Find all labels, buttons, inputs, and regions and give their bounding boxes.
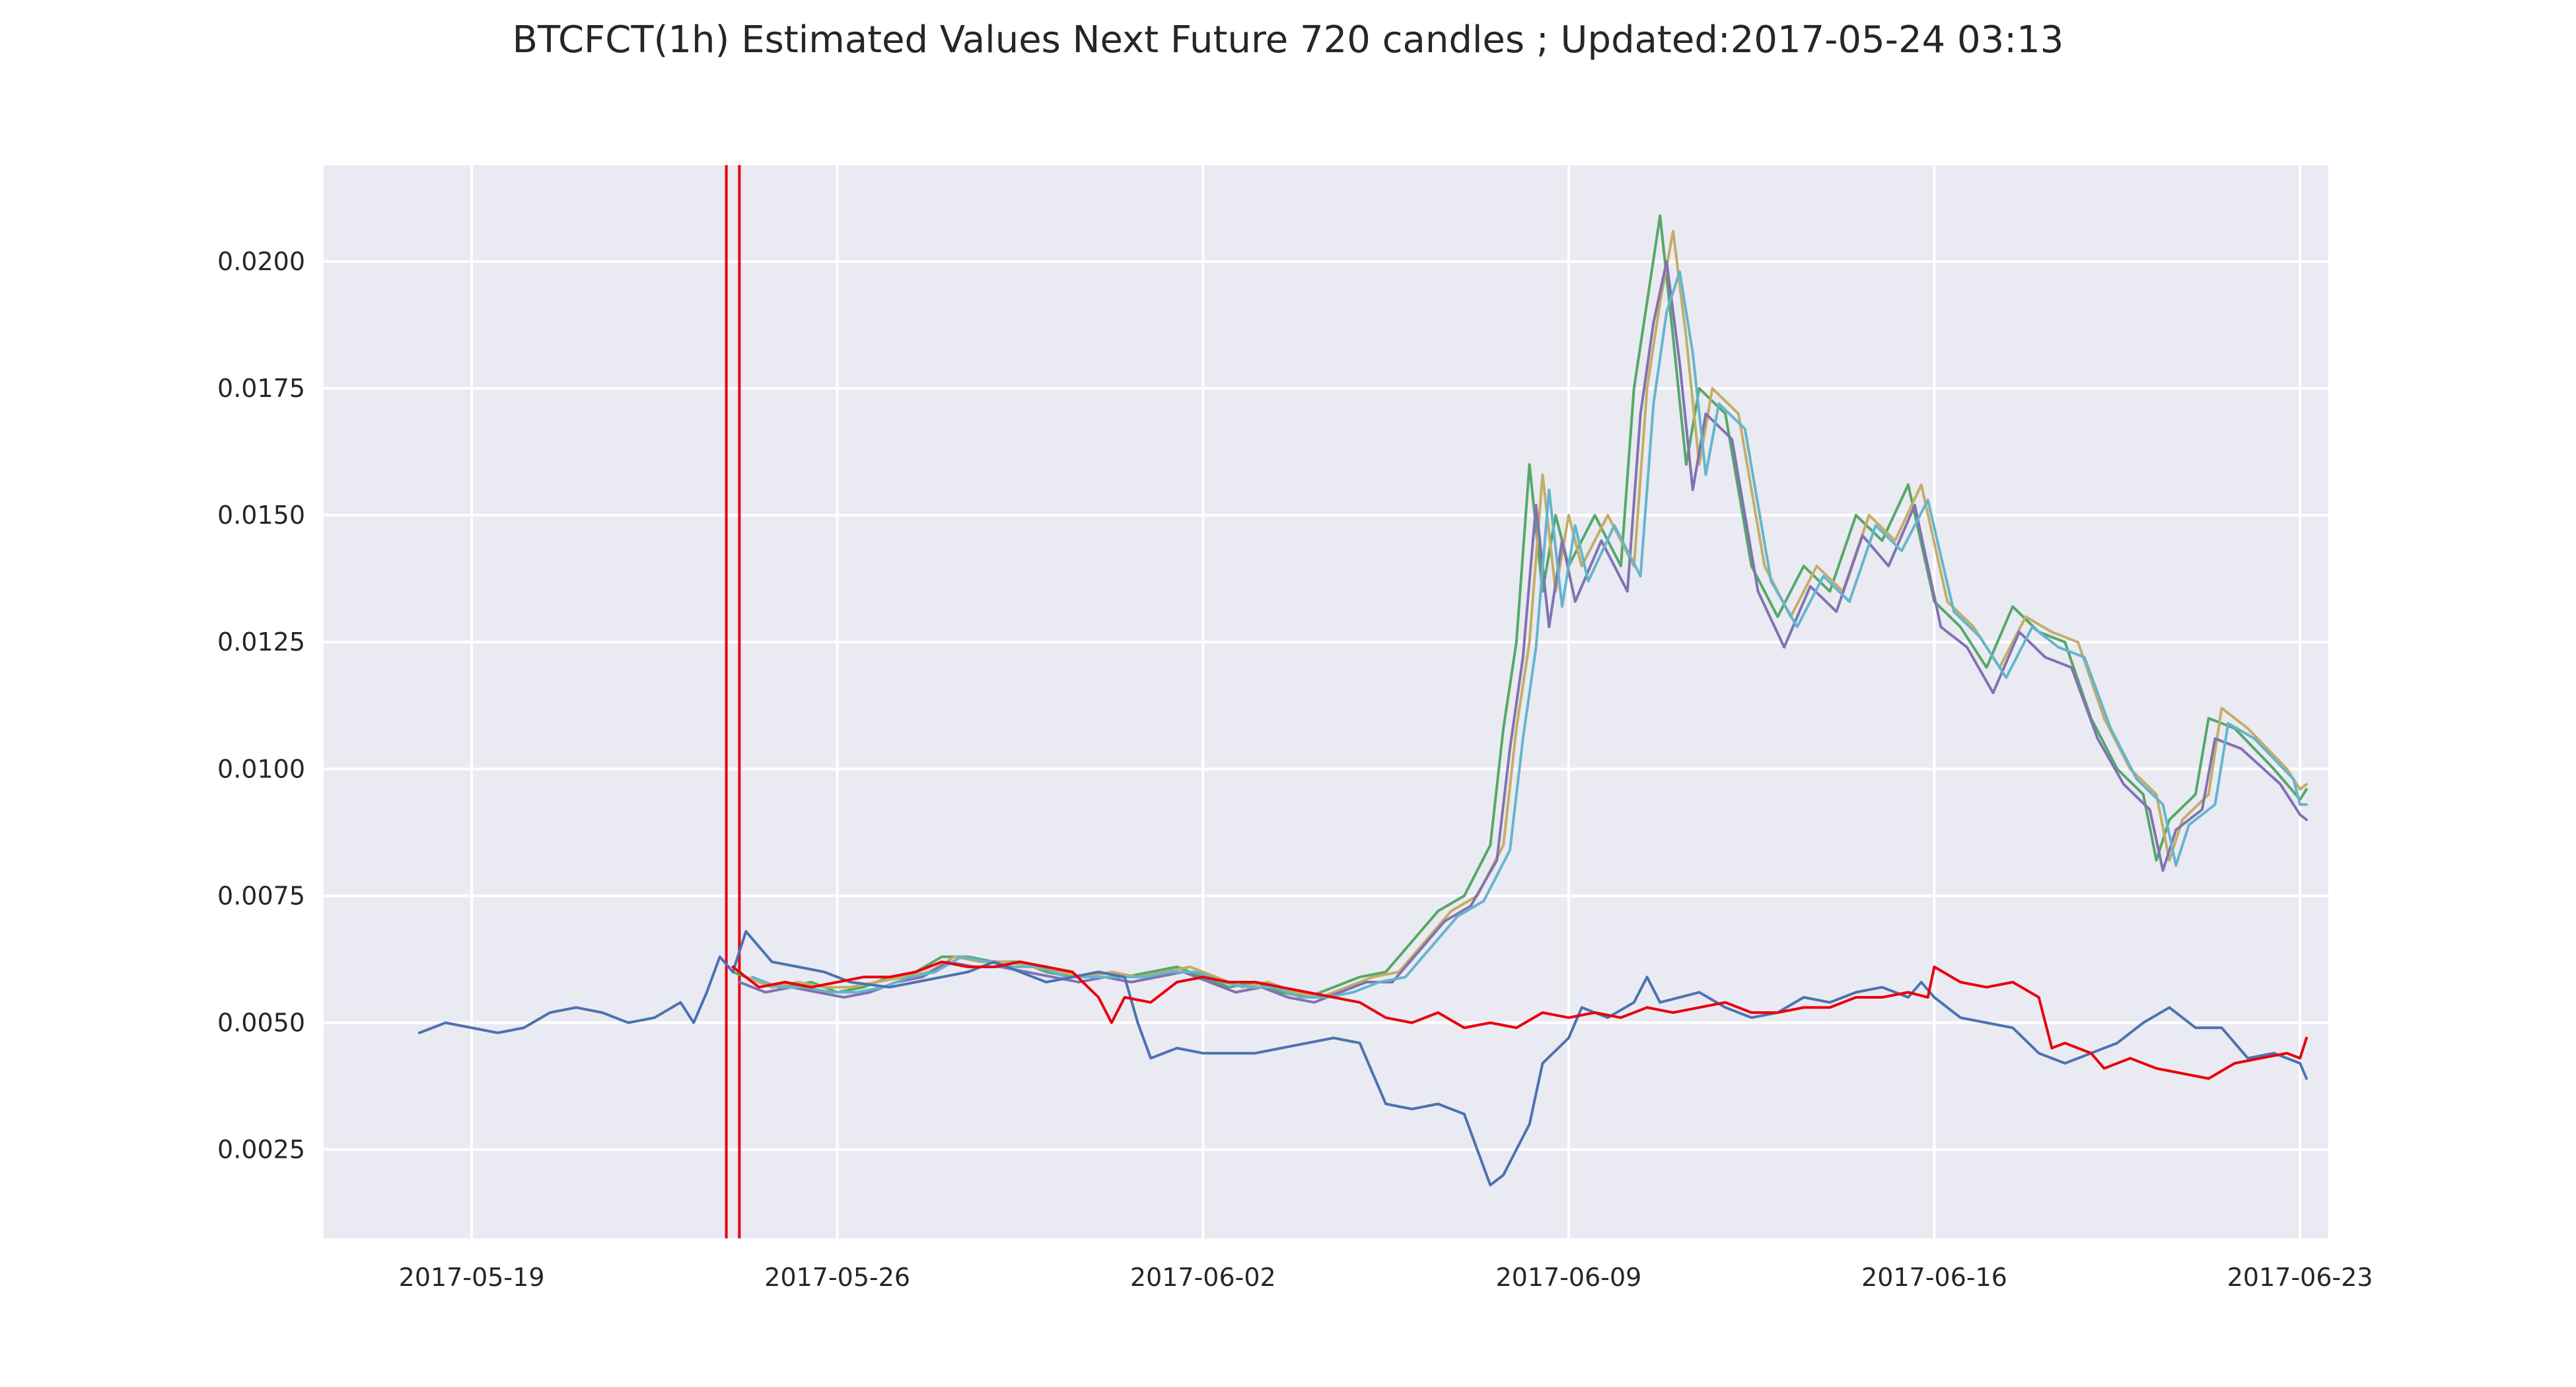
x-tick-label: 2017-06-02 <box>1130 1263 1276 1292</box>
x-tick-label: 2017-05-19 <box>399 1263 545 1292</box>
plot-area <box>324 165 2328 1238</box>
x-tick-label: 2017-06-23 <box>2227 1263 2373 1292</box>
series-line <box>731 960 2308 1080</box>
y-tick-label: 0.0075 <box>217 881 305 910</box>
x-tick-label: 2017-06-09 <box>1496 1263 1642 1292</box>
x-axis-ticks: 2017-05-19 2017-05-26 2017-06-02 2017-06-09… <box>399 1263 2373 1292</box>
series-line <box>738 260 2308 1004</box>
x-tick-label: 2017-06-16 <box>1861 1263 2007 1292</box>
y-tick-label: 0.0025 <box>217 1135 305 1164</box>
marker-lines <box>725 165 741 1238</box>
chart-title: BTCFCT(1h) Estimated Values Next Future … <box>512 18 2064 61</box>
y-tick-label: 0.0200 <box>217 247 305 276</box>
y-tick-label: 0.0100 <box>217 754 305 783</box>
grid-lines <box>324 165 2328 1238</box>
y-axis-ticks: 0.0025 0.0050 0.0075 0.0100 0.0125 0.0150 0.01… <box>217 247 305 1164</box>
y-tick-label: 0.0125 <box>217 627 305 657</box>
series-line <box>418 930 2308 1187</box>
series-lines <box>418 214 2308 1187</box>
y-tick-label: 0.0150 <box>217 501 305 530</box>
y-tick-label: 0.0050 <box>217 1008 305 1037</box>
series-line <box>751 270 2308 999</box>
x-tick-label: 2017-05-26 <box>764 1263 910 1292</box>
y-tick-label: 0.0175 <box>217 374 305 403</box>
